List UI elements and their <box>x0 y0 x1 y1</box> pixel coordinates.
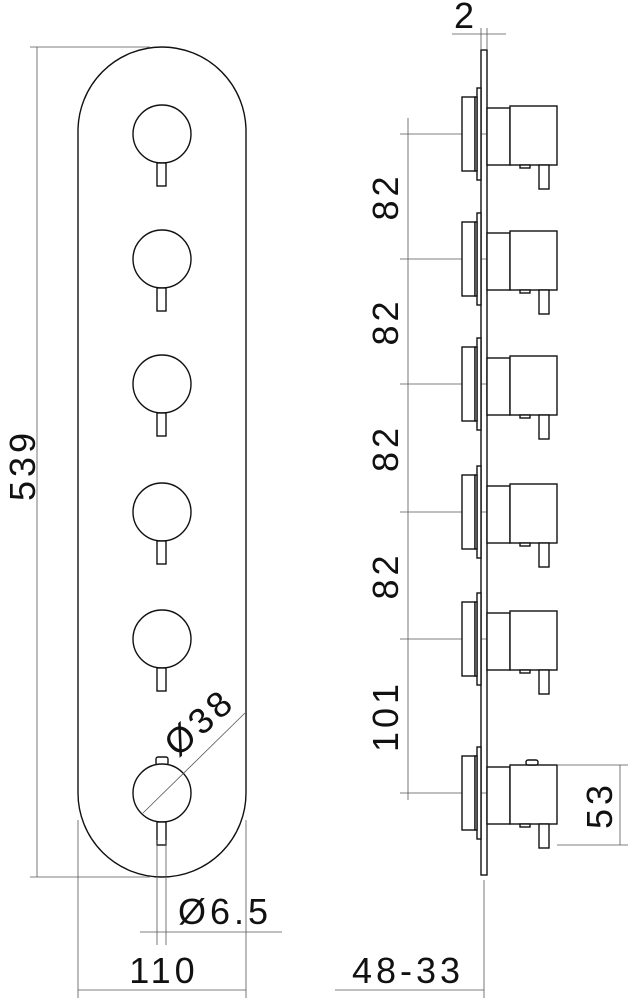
knob-cap <box>461 96 476 172</box>
knob <box>132 482 192 542</box>
knob-diameter-line <box>142 712 246 814</box>
knob <box>132 609 192 669</box>
knob-ring <box>474 346 478 422</box>
knob-housing <box>509 355 558 416</box>
front-view: 539 110 Ø6.5 Ø38 <box>2 46 282 998</box>
knob-body <box>486 232 511 291</box>
spacing-label: 82 <box>365 424 406 472</box>
knob-ring <box>474 755 478 831</box>
knob-nub <box>519 823 531 828</box>
knob-nub <box>519 669 531 674</box>
knob-stem <box>538 542 550 568</box>
knob-body <box>486 357 511 416</box>
knob-stem <box>538 823 550 849</box>
knob-body <box>486 485 511 544</box>
spacing-label: 82 <box>365 551 406 599</box>
knob-cap <box>461 755 476 831</box>
knob-stem <box>156 540 167 565</box>
knob-ring <box>474 474 478 550</box>
width-label: 110 <box>129 950 198 991</box>
knob-ring <box>474 96 478 172</box>
knob-diameter-label: Ø38 <box>156 680 243 764</box>
knob-cap <box>461 346 476 422</box>
knob-cap <box>461 221 476 297</box>
knob-stem <box>156 162 167 187</box>
knob-stem <box>538 669 550 695</box>
knob-stem <box>156 287 167 312</box>
knob-nub <box>519 414 531 419</box>
knob-body <box>486 766 511 825</box>
knob-tab <box>525 759 539 766</box>
knob-nub <box>519 289 531 294</box>
spacing-label: 101 <box>365 680 406 752</box>
knob-stem <box>538 164 550 190</box>
side-view: 2 82 82 82 82 101 53 48-33 <box>335 0 628 998</box>
knob-cap <box>461 474 476 550</box>
spacing-label: 82 <box>365 172 406 220</box>
knob-body <box>486 107 511 166</box>
knob-cap <box>461 601 476 677</box>
knob-housing <box>509 764 558 825</box>
knob <box>132 763 192 823</box>
spacing-label: 82 <box>365 297 406 345</box>
knob-nub <box>519 542 531 547</box>
knob-stem <box>156 821 167 846</box>
knob <box>132 354 192 414</box>
knob-body <box>486 612 511 671</box>
knob-nub <box>519 164 531 169</box>
knob-stem <box>156 412 167 437</box>
knob-stem <box>156 667 167 692</box>
cover-plate <box>77 46 247 878</box>
knob-housing <box>509 105 558 166</box>
knob-stem <box>538 289 550 315</box>
knob-stem <box>538 414 550 440</box>
knob-ring <box>474 601 478 677</box>
plate-thickness-label: 2 <box>454 0 478 36</box>
knob-housing <box>509 610 558 671</box>
knob-height-label: 53 <box>579 781 620 829</box>
knob-housing <box>509 483 558 544</box>
knob <box>132 229 192 289</box>
knob-housing <box>509 230 558 291</box>
depth-label: 48-33 <box>352 950 464 991</box>
stem-diameter-label: Ø6.5 <box>178 891 272 932</box>
knob <box>132 104 192 164</box>
side-plate <box>480 49 488 876</box>
knob-ring <box>474 221 478 297</box>
height-label: 539 <box>2 429 43 501</box>
